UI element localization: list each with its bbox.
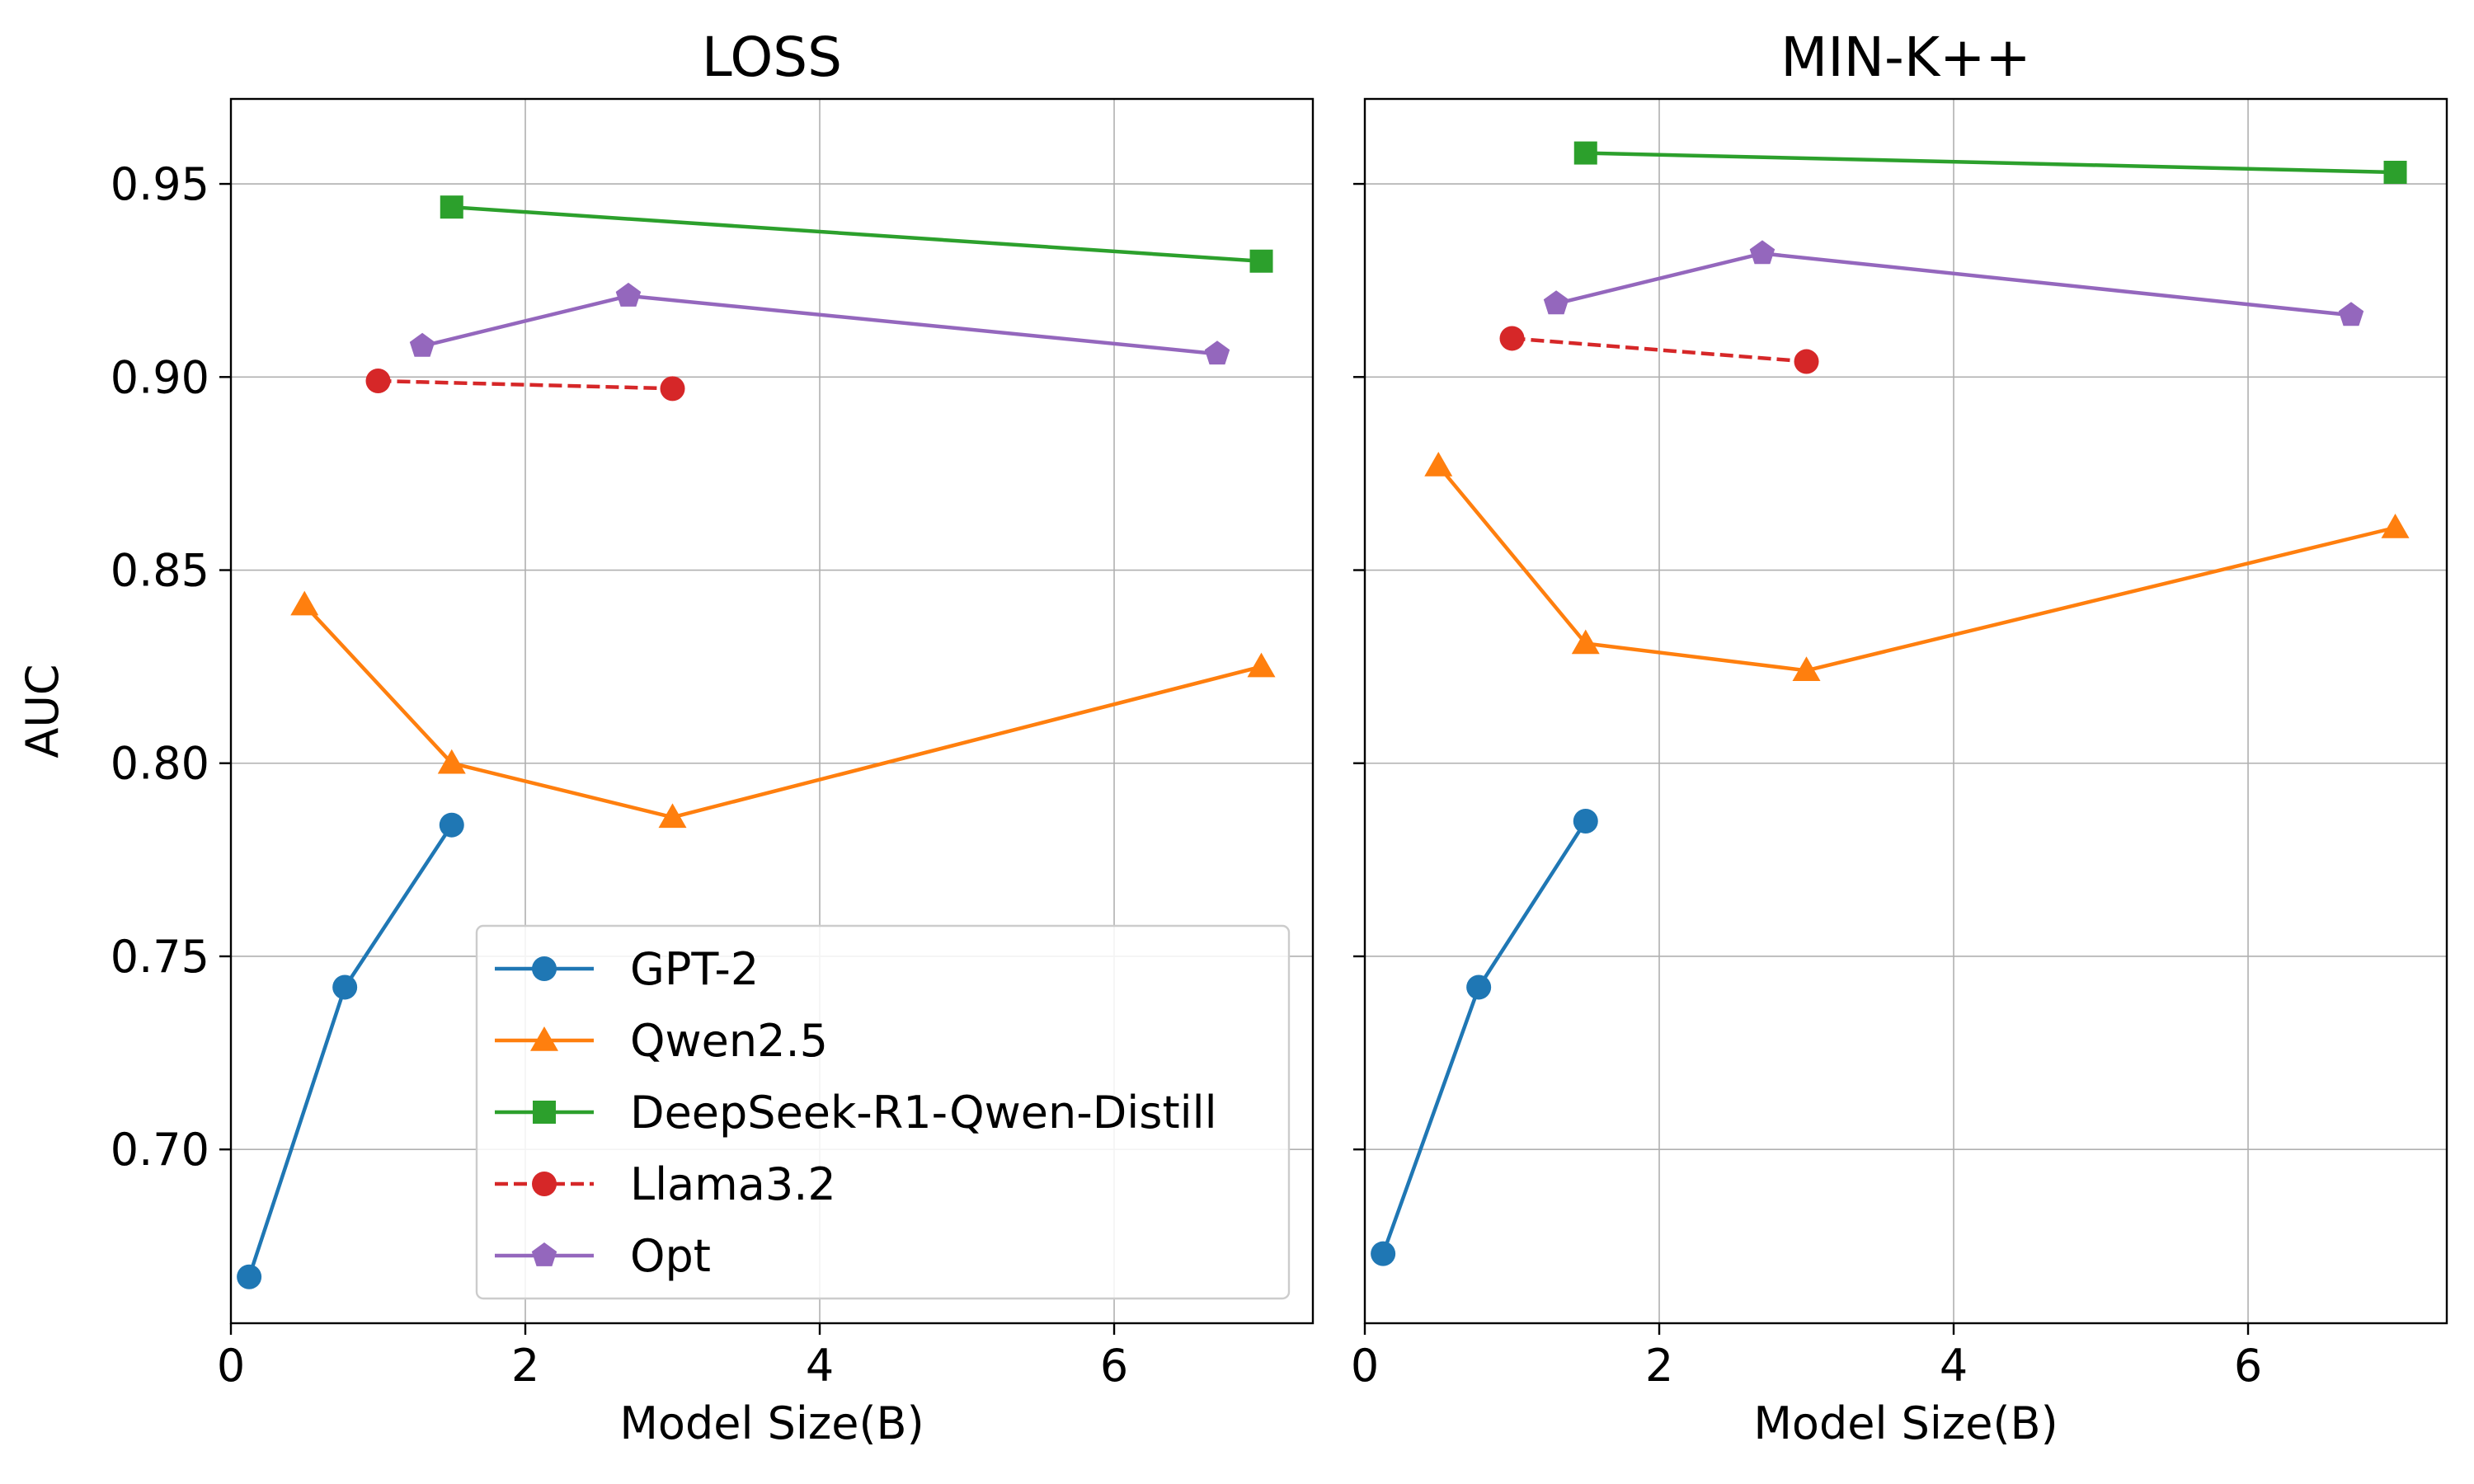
series-line-llama3-2: [378, 378, 673, 391]
series-llama3-2: [365, 368, 685, 402]
data-point-opt: [1543, 290, 1569, 315]
data-point-opt: [409, 332, 435, 357]
y-tick-label: 0.70: [111, 1124, 209, 1176]
series-deepseek-r1-qwen-distill: [440, 195, 1273, 273]
legend-entry-gpt-2: GPT-2: [495, 943, 759, 995]
legend-marker-opt: [531, 1242, 557, 1266]
data-point-deepseek-r1-qwen-distill: [440, 195, 463, 219]
data-point-qwen2-5: [1247, 652, 1276, 678]
y-tick-label: 0.80: [111, 738, 209, 790]
series-qwen2-5: [1424, 452, 2410, 682]
legend-label: Opt: [630, 1230, 711, 1282]
series-line-gpt-2: [247, 824, 454, 1278]
data-point-deepseek-r1-qwen-distill: [1573, 141, 1597, 165]
legend-label: Qwen2.5: [630, 1015, 828, 1067]
data-point-qwen2-5: [290, 590, 319, 616]
data-point-llama3-2: [1794, 349, 1819, 374]
legend-entry-qwen2-5: Qwen2.5: [495, 1015, 828, 1067]
x-axis-label: Model Size(B): [619, 1397, 924, 1449]
legend-label: DeepSeek-R1-Qwen-Distill: [630, 1087, 1217, 1139]
series-deepseek-r1-qwen-distill: [1573, 141, 2407, 185]
legend-entry-llama3-2: Llama3.2: [495, 1158, 836, 1210]
y-tick-label: 0.75: [111, 931, 209, 983]
y-tick-label: 0.85: [111, 545, 209, 597]
legend-marker-deepseek-r1-qwen-distill: [533, 1101, 556, 1124]
series-line-qwen2-5: [1437, 464, 2396, 673]
series-line-deepseek-r1-qwen-distill: [451, 204, 1262, 264]
x-axis-label: Model Size(B): [1753, 1397, 2058, 1449]
data-point-gpt-2: [237, 1264, 262, 1289]
data-point-deepseek-r1-qwen-distill: [1249, 249, 1273, 273]
data-point-gpt-2: [1573, 809, 1598, 834]
x-tick-label: 6: [1100, 1340, 1128, 1392]
data-point-llama3-2: [1499, 326, 1525, 351]
panel-loss: 0 2 4 6 0.70 0.75 0.80 0.85 0.90 0.95 LOSS Model Si…: [16, 26, 1315, 1449]
chart-title: MIN-K++: [1780, 26, 2030, 89]
chart-title: LOSS: [702, 26, 842, 89]
data-point-llama3-2: [660, 376, 685, 402]
series-line-qwen2-5: [303, 603, 1263, 819]
grid: [1364, 99, 2447, 1323]
plot-frame: [1363, 97, 2448, 1325]
data-point-qwen2-5: [437, 749, 466, 774]
x-tick-label: 4: [1940, 1340, 1968, 1392]
y-tick-label: 0.95: [111, 158, 209, 210]
y-tick-label: 0.90: [111, 351, 209, 403]
x-tick-label: 2: [1645, 1340, 1673, 1392]
legend-box: [475, 924, 1291, 1300]
data-point-qwen2-5: [2381, 513, 2410, 538]
legend-marker-qwen2-5: [530, 1026, 558, 1051]
data-point-gpt-2: [439, 812, 464, 838]
plot-frame: [229, 97, 1315, 1325]
series-gpt-2: [237, 812, 464, 1289]
data-point-opt: [1749, 240, 1776, 265]
x-tick-label: 2: [511, 1340, 539, 1392]
data-point-opt: [1204, 340, 1230, 365]
x-tick-label: 4: [806, 1340, 834, 1392]
series-llama3-2: [1499, 326, 1819, 374]
data-point-gpt-2: [1466, 974, 1492, 1000]
legend-label: GPT-2: [630, 943, 759, 995]
series-qwen2-5: [290, 590, 1276, 829]
x-tick-label: 0: [1351, 1340, 1379, 1392]
x-tick-label: 6: [2234, 1340, 2262, 1392]
series-line-gpt-2: [1380, 819, 1587, 1255]
data-point-deepseek-r1-qwen-distill: [2383, 161, 2407, 185]
data-point-opt: [615, 282, 642, 307]
legend: GPT-2 Qwen2.5 DeepSeek-R1-Qwen-Distill Llam…: [475, 924, 1291, 1300]
series-line-llama3-2: [1512, 336, 1807, 364]
data-point-gpt-2: [1371, 1241, 1396, 1266]
legend-entry-deepseek-r1-qwen-distill: DeepSeek-R1-Qwen-Distill: [495, 1087, 1217, 1139]
y-axis-label: AUC: [16, 664, 68, 758]
legend-marker-llama3-2: [532, 1172, 557, 1196]
legend-entry-opt: Opt: [495, 1230, 711, 1282]
data-point-gpt-2: [332, 974, 358, 1000]
data-point-qwen2-5: [1792, 656, 1821, 682]
legend-label: Llama3.2: [630, 1158, 836, 1210]
data-point-llama3-2: [365, 368, 391, 393]
data-point-opt: [2338, 302, 2364, 326]
series-gpt-2: [1371, 809, 1598, 1266]
data-point-qwen2-5: [658, 803, 687, 829]
series-opt: [409, 282, 1230, 365]
legend-marker-gpt-2: [532, 956, 557, 981]
data-point-qwen2-5: [1571, 629, 1600, 655]
panel-min-k: 0 2 4 6 MIN-K++ Model Size(B): [1351, 26, 2448, 1449]
series-line-deepseek-r1-qwen-distill: [1585, 151, 2396, 175]
x-tick-label: 0: [217, 1340, 245, 1392]
data-point-qwen2-5: [1424, 452, 1453, 477]
series-opt: [1543, 240, 2364, 326]
